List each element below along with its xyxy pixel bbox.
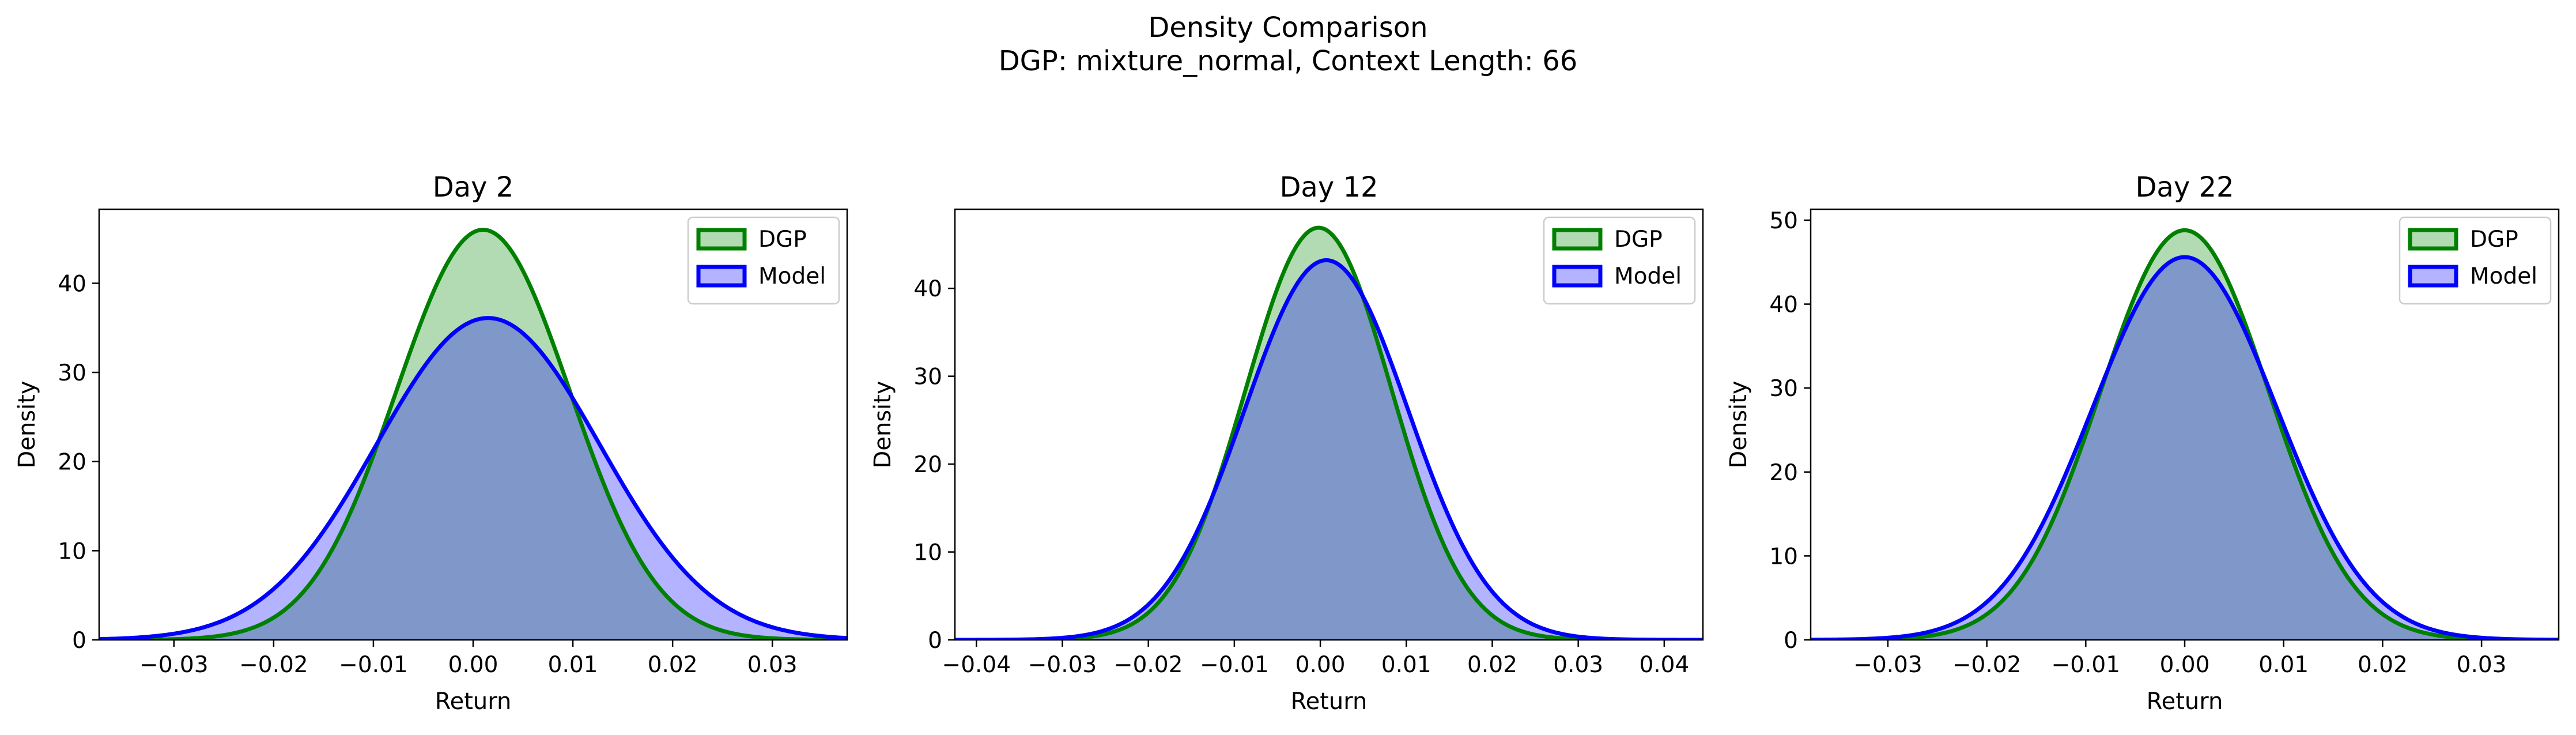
legend-swatch-model [696, 265, 747, 288]
plot-area [955, 225, 1703, 640]
x-tick-label: 0.02 [2358, 652, 2408, 678]
subplot-title: Day 2 [433, 171, 514, 203]
overlap-fill-area [955, 260, 1703, 640]
subplot-2: −0.04 −0.03 −0.02 −0.01 0.00 0.01 0.02 0.03 0.04… [870, 171, 1704, 715]
x-axis-label: Return [2147, 688, 2223, 715]
legend-swatch-dgp [696, 228, 747, 251]
x-tick-label: 0.03 [1553, 652, 1603, 678]
y-tick-label: 40 [58, 271, 86, 297]
subplots: −0.03 −0.02 −0.01 0.00 0.01 0.02 0.03 0 10 20 30 40… [14, 171, 2560, 715]
x-tick-label: 0.02 [1467, 652, 1517, 678]
x-tick-label: 0.00 [1295, 652, 1346, 678]
legend-swatch-model [1552, 265, 1603, 288]
legend-label-model: Model [758, 263, 826, 289]
y-tick-label: 50 [1769, 208, 1798, 234]
x-tick-label: −0.01 [1200, 652, 1269, 678]
overlap-fill-area [99, 318, 847, 640]
subplot-3: −0.03 −0.02 −0.01 0.00 0.01 0.02 0.03 0 10 20 30 40… [1725, 171, 2560, 715]
x-tick-label: 0.00 [448, 652, 498, 678]
axes-frame [954, 208, 1704, 641]
legend-label-model: Model [1614, 263, 1682, 289]
x-axis-label: Return [435, 688, 512, 715]
plot-area [99, 228, 847, 640]
model-density-line [955, 258, 1703, 640]
y-tick-label: 40 [1769, 292, 1798, 318]
dgp-density-line [99, 228, 847, 640]
y-tick-label: 10 [58, 538, 86, 564]
legend-label-model: Model [2470, 263, 2537, 289]
y-tick-label: 0 [72, 628, 86, 654]
subplot-1: −0.03 −0.02 −0.01 0.00 0.01 0.02 0.03 0 10 20 30 40… [14, 171, 848, 715]
overlap-fill-area [1811, 257, 2559, 640]
y-axis-label: Density [870, 380, 896, 468]
legend: DGP Model [1543, 216, 1696, 305]
legend: DGP Model [687, 216, 840, 305]
y-tick-label: 40 [913, 276, 942, 302]
y-tick-label: 30 [58, 360, 86, 386]
y-tick-label: 0 [1784, 628, 1798, 654]
x-tick-label: −0.02 [1114, 652, 1183, 678]
x-tick-label: −0.01 [339, 652, 408, 678]
legend-label-dgp: DGP [2470, 227, 2518, 252]
x-tick-label: −0.03 [1853, 652, 1922, 678]
x-tick-label: −0.02 [1952, 652, 2022, 678]
x-axis-label: Return [1291, 688, 1368, 715]
legend: DGP Model [2399, 216, 2552, 305]
x-tick-label: 0.04 [1639, 652, 1689, 678]
legend-swatch-model [2408, 265, 2458, 288]
plot-area [1811, 228, 2559, 640]
x-tick-label: −0.01 [2052, 652, 2121, 678]
y-tick-label: 10 [1769, 544, 1798, 570]
x-tick-label: 0.02 [648, 652, 698, 678]
subplot-title: Day 22 [2135, 171, 2234, 203]
dgp-density-line [1811, 228, 2559, 640]
y-tick-label: 10 [913, 540, 942, 566]
x-tick-label: 0.03 [2457, 652, 2507, 678]
x-tick-label: −0.03 [1028, 652, 1097, 678]
y-axis-label: Density [14, 380, 40, 468]
legend-label-dgp: DGP [758, 227, 807, 252]
x-tick-label: −0.03 [139, 652, 209, 678]
y-tick-label: 30 [1769, 376, 1798, 402]
x-tick-label: −0.04 [942, 652, 1011, 678]
x-tick-label: 0.00 [2160, 652, 2210, 678]
x-tick-label: 0.01 [1381, 652, 1431, 678]
model-density-line [1811, 255, 2559, 640]
y-tick-label: 20 [1769, 460, 1798, 486]
y-tick-label: 20 [58, 450, 86, 476]
x-tick-label: 0.01 [2258, 652, 2309, 678]
figure-subtitle: DGP: mixture_normal, Context Length: 66 [999, 45, 1578, 77]
figure-title: Density Comparison [1148, 12, 1427, 44]
y-axis-label: Density [1725, 380, 1752, 468]
x-tick-label: 0.01 [548, 652, 598, 678]
y-tick-label: 30 [913, 364, 942, 390]
y-tick-label: 0 [928, 628, 942, 654]
y-tick-label: 20 [913, 452, 942, 478]
legend-swatch-dgp [2408, 228, 2458, 251]
model-density-line [99, 316, 847, 640]
x-tick-label: −0.02 [239, 652, 308, 678]
legend-swatch-dgp [1552, 228, 1603, 251]
subplot-title: Day 12 [1279, 171, 1378, 203]
x-tick-label: 0.03 [747, 652, 798, 678]
legend-label-dgp: DGP [1614, 227, 1663, 252]
